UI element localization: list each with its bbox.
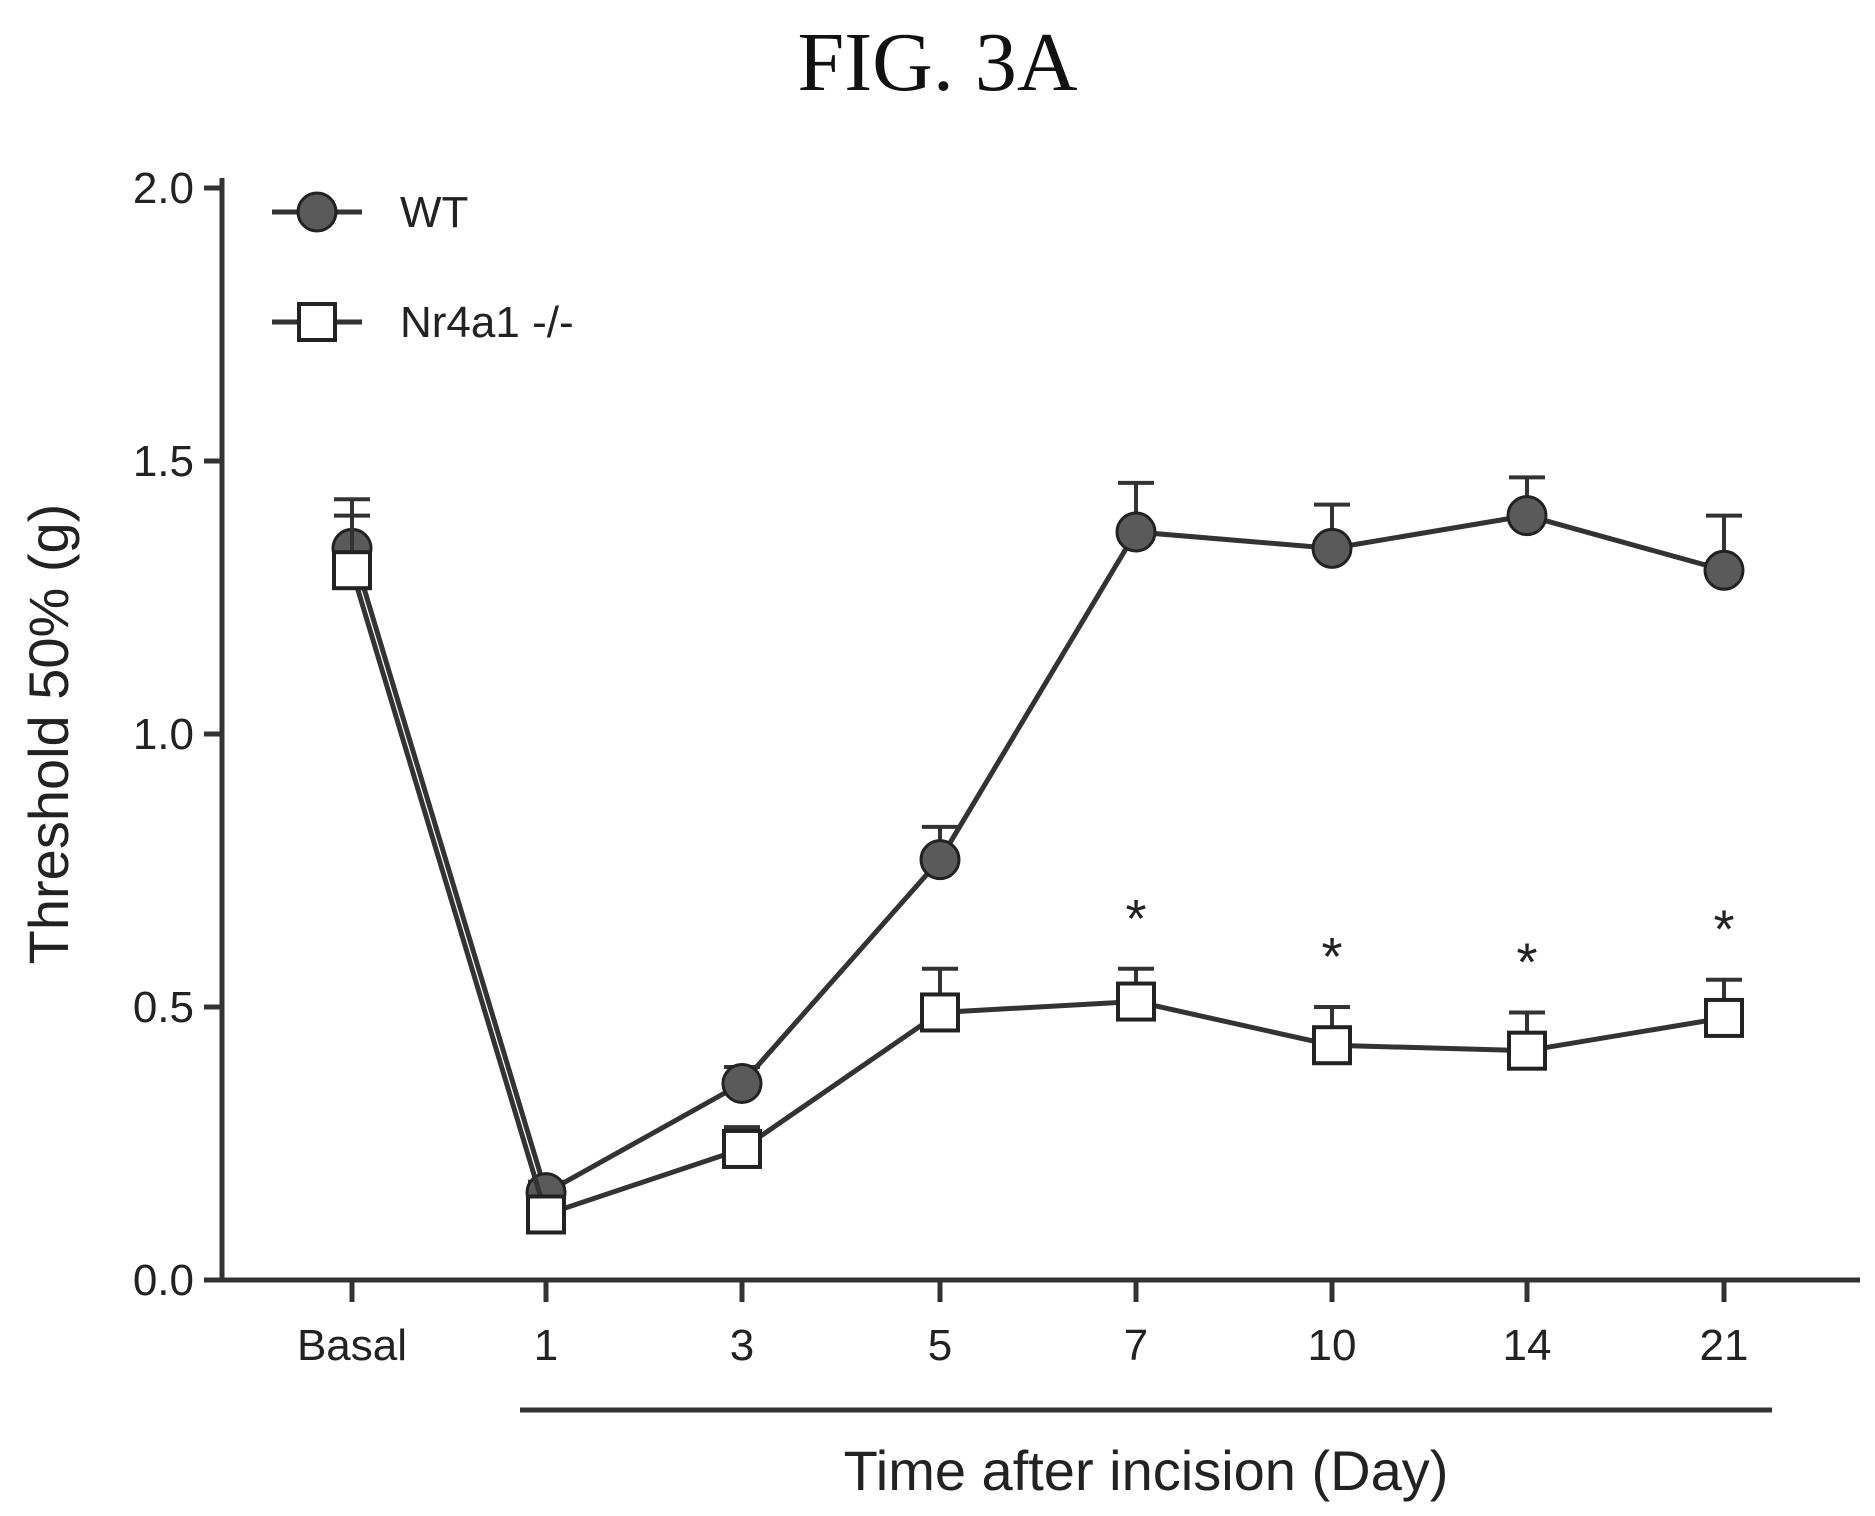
figure-title: FIG. 3A [797,16,1078,109]
data-point-nr4a1 [1116,981,1156,1022]
series-line [349,513,1725,1197]
series-line [349,569,1725,1218]
legend-marker-wt [296,191,338,233]
x-tick-label: 5 [928,1321,952,1370]
x-tick-label: 1 [534,1321,558,1370]
data-point-wt [1506,495,1548,537]
y-tick-label: 0.5 [133,983,194,1032]
data-point-nr4a1 [722,1128,762,1169]
data-point-wt [919,839,961,881]
axes: 0.0 0.5 1.0 1.5 2.0 Basal 1 3 5 7 10 14 21 [133,164,1860,1413]
legend-label: WT [400,188,468,237]
legend: WT Nr4a1 -/- [272,188,574,347]
series-layer: * * * * [331,475,1745,1235]
data-point-nr4a1 [332,550,372,591]
legend-label: Nr4a1 -/- [400,298,574,347]
data-point-nr4a1 [1507,1030,1547,1071]
series-nr4a1-ko [332,513,1744,1235]
significance-asterisk: * [1713,900,1734,960]
significance-asterisk: * [1516,932,1537,992]
data-point-wt [721,1062,763,1104]
y-tick-label: 2.0 [133,164,194,213]
legend-marker-nr4a1 [297,302,337,342]
y-tick-label: 1.0 [133,710,194,759]
data-point-wt [1115,511,1157,553]
series-wt [331,475,1745,1214]
data-point-nr4a1 [1704,997,1744,1038]
y-tick-label: 0.0 [133,1256,194,1305]
x-tick-label: 14 [1503,1321,1552,1370]
x-tick-label: 10 [1308,1321,1357,1370]
x-tick-label: Basal [297,1321,407,1370]
y-tick-label: 1.5 [133,437,194,486]
data-point-nr4a1 [1312,1025,1352,1066]
significance-asterisk: * [1321,927,1342,987]
data-point-nr4a1 [920,992,960,1033]
x-tick-label: 3 [730,1321,754,1370]
data-point-nr4a1 [526,1194,566,1235]
data-point-wt [1311,527,1353,569]
x-tick-label: 7 [1124,1321,1148,1370]
x-axis-title: Time after incision (Day) [844,1439,1449,1502]
significance-asterisk: * [1125,889,1146,949]
data-point-wt [1703,549,1745,591]
x-tick-label: 21 [1700,1321,1749,1370]
y-axis-title: Threshold 50% (g) [17,504,80,965]
